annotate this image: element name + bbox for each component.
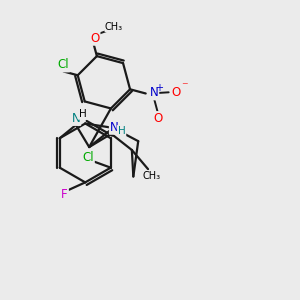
- Text: O: O: [154, 112, 163, 125]
- Text: O: O: [172, 86, 181, 99]
- Text: N: N: [71, 112, 80, 125]
- Text: H: H: [79, 109, 86, 119]
- Text: Cl: Cl: [58, 58, 69, 71]
- Text: N: N: [110, 121, 118, 134]
- Text: +: +: [155, 82, 163, 93]
- Text: H: H: [118, 126, 125, 136]
- Text: Cl: Cl: [82, 151, 94, 164]
- Text: F: F: [61, 188, 68, 201]
- Text: O: O: [90, 32, 100, 45]
- Text: CH₃: CH₃: [105, 22, 123, 32]
- Text: CH₃: CH₃: [142, 171, 161, 181]
- Text: N: N: [150, 86, 158, 99]
- Text: ⁻: ⁻: [181, 80, 188, 93]
